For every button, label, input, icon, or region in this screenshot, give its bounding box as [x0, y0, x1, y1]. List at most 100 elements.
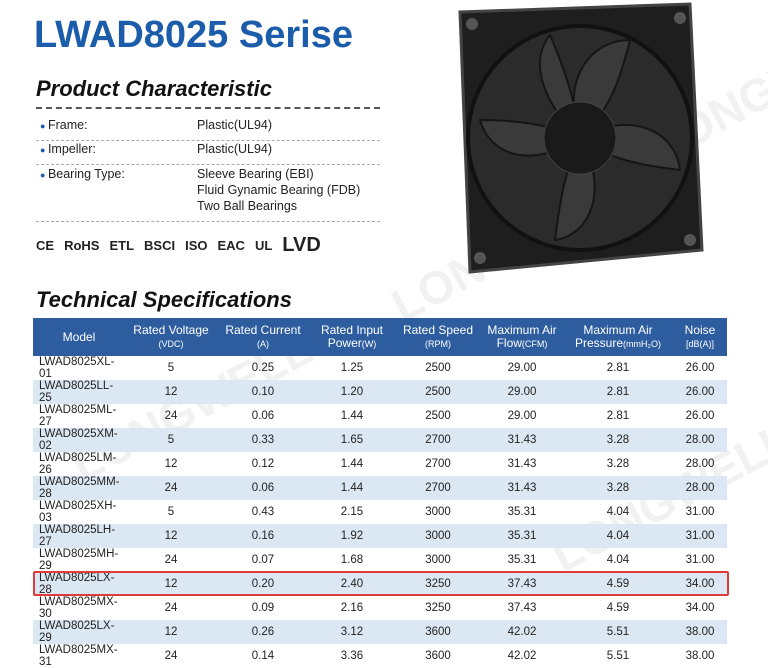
table-cell: 1.25 — [340, 362, 364, 374]
table-cell: LWAD8025XH-03 — [39, 500, 117, 524]
table-cell: 26.00 — [685, 410, 715, 422]
table-row: LWAD8025ML-27 24 0.06 1.44 2500 29.00 2.81 26.0… — [33, 404, 727, 428]
table-cell: 31.00 — [685, 554, 715, 566]
table-cell: 1.20 — [309, 380, 395, 404]
column-header: Rated Speed (RPM) — [395, 318, 481, 356]
table-cell: 12 — [164, 458, 178, 470]
table-cell: 3000 — [425, 554, 451, 566]
table-cell: 42.02 — [481, 620, 563, 644]
table-cell: 3250 — [425, 602, 451, 614]
table-cell: 1.44 — [340, 458, 364, 470]
table-cell: 0.25 — [251, 362, 275, 374]
char-value: Sleeve Bearing (EBI) Fluid Gynamic Bearin… — [197, 166, 360, 214]
header-text: Rated Current — [225, 322, 301, 337]
value-line: Sleeve Bearing (EBI) — [197, 167, 314, 181]
header-text: Rated Input — [320, 322, 384, 337]
table-cell: 31.00 — [673, 524, 727, 548]
table-cell: 2.81 — [606, 410, 630, 422]
header-text: Rated Speed — [402, 322, 474, 337]
table-cell: 0.12 — [251, 458, 275, 470]
table-row: LWAD8025LX-28 12 0.20 2.40 3250 37.43 4.59 34.0… — [33, 572, 727, 596]
table-cell: 2500 — [425, 362, 451, 374]
table-cell: 24 — [164, 554, 178, 566]
value-line: Two Ball Bearings — [197, 199, 298, 213]
fan-image — [458, 2, 704, 274]
table-cell: 42.02 — [507, 650, 537, 662]
table-cell: 35.31 — [481, 524, 563, 548]
header-text: Rated Voltage — [133, 322, 209, 337]
table-cell: 5 — [167, 362, 175, 374]
table-cell: 1.65 — [309, 428, 395, 452]
table-cell: 5.51 — [563, 620, 673, 644]
table-cell: 0.26 — [217, 620, 309, 644]
title: LWAD8025 Serise — [34, 14, 353, 56]
table-cell: 2500 — [395, 380, 481, 404]
header-text: Flow — [496, 335, 522, 350]
table-row: LWAD8025XH-03 5 0.43 2.15 3000 35.31 4.04 31.00 — [33, 500, 727, 524]
table-cell: 4.04 — [563, 524, 673, 548]
bullet: ● — [40, 170, 48, 180]
column-header: Maximum Air Flow(CFM) — [481, 318, 563, 356]
table-cell: 0.09 — [251, 602, 275, 614]
table-cell: 34.00 — [685, 602, 715, 614]
table-cell: 34.00 — [673, 572, 727, 596]
cert-logo: ISO — [185, 238, 208, 253]
char-label: ● Frame: — [40, 118, 88, 132]
table-cell: 12 — [125, 524, 217, 548]
table-cell: LWAD8025LX-29 — [33, 620, 125, 644]
cert-logo: LVD — [282, 234, 321, 256]
table-cell: 3600 — [425, 650, 451, 662]
table-cell: 3000 — [425, 506, 451, 518]
table-cell: 2700 — [395, 428, 481, 452]
table-cell: 31.43 — [507, 458, 537, 470]
table-cell: 29.00 — [507, 410, 537, 422]
cert-logo: RoHS — [64, 238, 100, 253]
table-cell: 3250 — [395, 572, 481, 596]
column-header: Rated Voltage (VDC) — [125, 318, 217, 356]
table-cell: 35.31 — [507, 554, 537, 566]
table-cell: 29.00 — [481, 380, 563, 404]
header-text: Model — [62, 329, 96, 344]
table-cell: 2700 — [425, 458, 451, 470]
table-cell: 29.00 — [507, 362, 537, 374]
table-cell: 4.04 — [606, 554, 630, 566]
table-cell: 12 — [125, 620, 217, 644]
table-cell: 24 — [125, 476, 217, 500]
table-cell: 1.92 — [309, 524, 395, 548]
table-cell: 1.68 — [340, 554, 364, 566]
table-cell: 28.00 — [685, 458, 715, 470]
table-cell: 3.36 — [340, 650, 364, 662]
table-cell: LWAD8025MX-31 — [39, 644, 118, 668]
header-text: Power — [327, 335, 362, 350]
section-heading: Product Characteristic — [36, 76, 272, 101]
table-row: LWAD8025MH-29 24 0.07 1.68 3000 35.31 4.04 31.0… — [33, 548, 727, 572]
bullet: ● — [40, 145, 48, 155]
table-cell: 5 — [167, 506, 175, 518]
table-cell: LWAD8025LH-27 — [33, 524, 125, 548]
table-cell: 24 — [164, 602, 178, 614]
cert-logo: ETL — [109, 238, 135, 253]
table-cell: LWAD8025LX-28 — [33, 572, 125, 596]
table-cell: 38.00 — [685, 650, 715, 662]
divider — [36, 107, 380, 109]
column-header: Rated Input Power(W) — [309, 318, 395, 356]
header-text: Noise — [684, 322, 716, 337]
table-cell: LWAD8025MM-28 — [33, 476, 125, 500]
table-cell: 2.16 — [340, 602, 364, 614]
table-cell: 2.15 — [340, 506, 364, 518]
table-cell: 5.51 — [606, 650, 630, 662]
header-text: Maximum Air — [487, 322, 557, 337]
table-cell: 31.43 — [481, 476, 563, 500]
table-row: LWAD8025LX-29 12 0.26 3.12 3600 42.02 5.51 38.0… — [33, 620, 727, 644]
table-cell: LWAD8025LL-25 — [33, 380, 125, 404]
table-row: LWAD8025MX-30 24 0.09 2.16 3250 37.43 4.59 34.0… — [33, 596, 727, 620]
table-cell: 12 — [125, 380, 217, 404]
table-cell: 35.31 — [507, 506, 537, 518]
header-text: Maximum Air — [583, 322, 653, 337]
divider — [36, 140, 380, 141]
header-unit: (A) — [257, 338, 269, 349]
cert-logo: CE — [36, 238, 55, 253]
spec-table: Model Rated Voltage (VDC) Rated Current (A) R… — [33, 318, 727, 668]
table-cell: 0.07 — [251, 554, 275, 566]
section-heading: Technical Specifications — [36, 287, 292, 312]
